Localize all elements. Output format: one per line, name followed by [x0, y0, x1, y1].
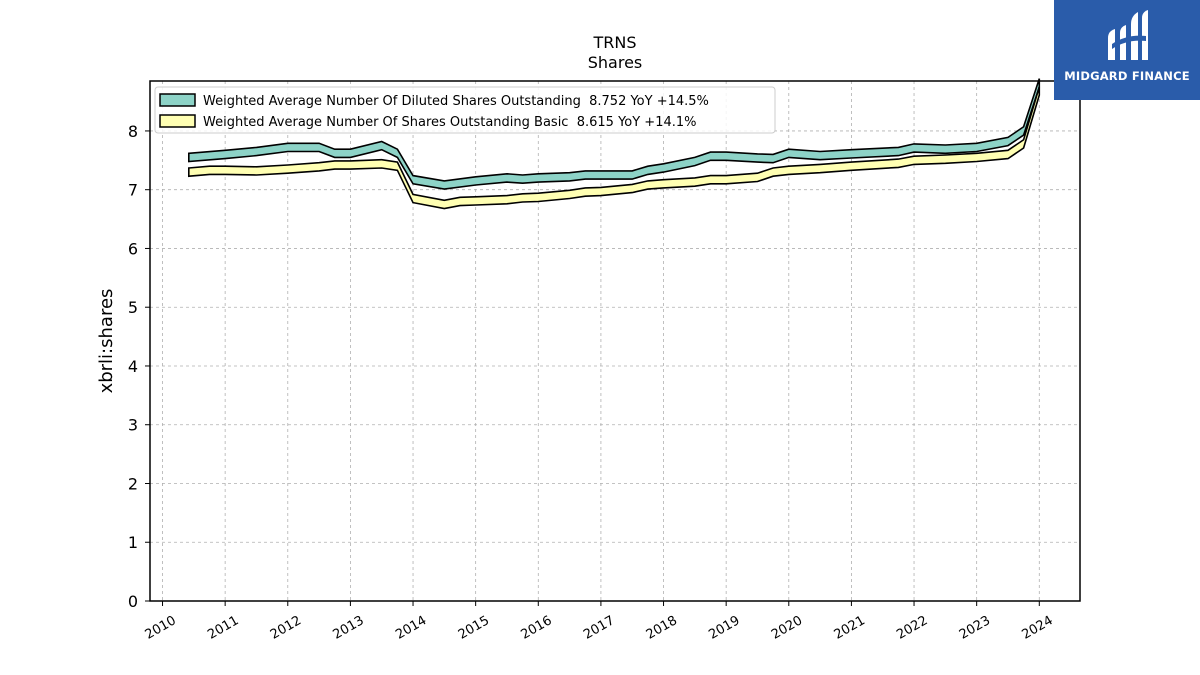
- x-tick-label: 2020: [769, 613, 805, 643]
- y-tick-label: 0: [128, 592, 138, 611]
- series-band-basic: [188, 86, 1041, 210]
- x-tick-label: 2024: [1019, 613, 1055, 643]
- plot-frame: [149, 80, 1081, 602]
- x-tick-label: 2017: [581, 613, 617, 643]
- x-tick-label: 2011: [205, 613, 241, 643]
- y-tick-label: 7: [128, 181, 138, 200]
- axis-ticks: 2010 2011 2012 2013 2014 2015 2016 2017 2018 2019…: [128, 122, 1056, 643]
- y-tick-label: 2: [128, 474, 138, 493]
- y-tick-label: 5: [128, 298, 138, 317]
- legend-label-diluted: Weighted Average Number Of Diluted Share…: [203, 94, 709, 109]
- x-tick-label: 2010: [143, 613, 179, 643]
- chart-subtitle: Shares: [588, 53, 643, 72]
- x-tick-label: 2012: [268, 613, 304, 643]
- series-bands: [188, 78, 1041, 210]
- y-tick-label: 8: [128, 122, 138, 141]
- x-tick-label: 2013: [331, 613, 367, 643]
- legend-label-basic: Weighted Average Number Of Shares Outsta…: [203, 115, 697, 130]
- legend-frame: [154, 86, 776, 134]
- chart-title: TRNS: [592, 33, 636, 52]
- logo-text: MIDGARD FINANCE: [1064, 69, 1190, 83]
- legend-swatch-diluted: [159, 93, 196, 107]
- y-tick-label: 6: [128, 239, 138, 258]
- y-tick-label: 4: [128, 357, 138, 376]
- y-axis-label: xbrli:shares: [96, 289, 117, 394]
- x-tick-label: 2016: [518, 613, 554, 643]
- x-tick-label: 2022: [894, 613, 930, 643]
- x-tick-label: 2023: [957, 613, 993, 643]
- legend-swatch-basic: [159, 114, 196, 128]
- x-tick-label: 2021: [832, 613, 868, 643]
- legend: Weighted Average Number Of Diluted Share…: [154, 86, 776, 134]
- midgard-logo-icon: [1108, 10, 1148, 60]
- x-tick-label: 2015: [456, 613, 492, 643]
- x-tick-label: 2019: [706, 613, 742, 643]
- y-tick-label: 1: [128, 533, 138, 552]
- x-tick-label: 2018: [644, 613, 680, 643]
- y-tick-label: 3: [128, 416, 138, 435]
- midgard-finance-logo: MIDGARD FINANCE: [1054, 0, 1200, 100]
- x-tick-label: 2014: [393, 613, 429, 643]
